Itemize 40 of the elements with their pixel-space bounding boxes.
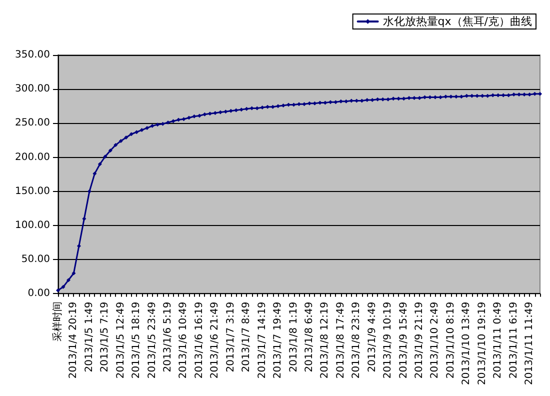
y-tick-label: 200.00 [15,152,50,163]
x-tick-label: 2013/1/5 18:19 [131,302,142,379]
x-tick-label: 2013/1/11 0:49 [492,302,504,379]
x-tick-label: 2013/1/5 23:49 [146,302,158,379]
x-tick-label: 2013/1/6 10:49 [178,302,190,379]
x-tick-label: 2013/1/5 12:49 [115,302,126,379]
x-tick-label: 2013/1/6 21:49 [210,302,221,379]
y-tick-label: 0.00 [28,288,50,300]
y-tick-label: 350.00 [15,50,50,60]
y-tick-label: 150.00 [15,186,50,197]
x-tick-label: 2013/1/7 14:19 [256,302,268,379]
x-tick-label: 2013/1/10 8:19 [445,302,456,379]
legend-label: 水化放热量qx（焦耳/克）曲线 [382,15,532,28]
x-tick-label: 2013/1/8 23:19 [351,302,362,379]
y-tick-label: 300.00 [15,84,50,95]
x-tick-label: 2013/1/5 7:19 [100,302,111,372]
x-tick-label: 2013/1/10 2:49 [430,302,441,379]
y-tick-label: 250.00 [15,118,50,129]
x-tick-label: 2013/1/8 12:19 [320,302,331,379]
x-tick-label: 2013/1/10 13:49 [461,302,472,386]
y-tick-label: 100.00 [15,220,50,232]
x-tick-label: 2013/1/9 4:49 [366,302,378,372]
x-tick-label: 2013/1/11 11:49 [524,302,536,386]
x-tick-label: 2013/1/7 3:19 [225,302,236,372]
x-tick-label: 采样时间 [52,302,64,342]
x-tick-label: 2013/1/8 6:49 [304,302,315,372]
x-tick-label: 2013/1/6 5:19 [162,302,174,372]
x-tick-label: 2013/1/8 1:19 [288,302,300,372]
x-tick-label: 2013/1/5 1:49 [84,302,95,372]
x-tick-label: 2013/1/10 19:19 [476,302,488,386]
x-tick-label: 2013/1/9 15:49 [398,302,410,379]
x-tick-label: 2013/1/6 16:19 [194,302,205,379]
x-tick-label: 2013/1/9 10:19 [382,302,394,379]
x-tick-label: 2013/1/4 20:19 [68,302,80,379]
x-tick-label: 2013/1/7 19:49 [272,302,284,379]
x-tick-label: 2013/1/8 17:49 [335,302,346,379]
y-tick-label: 50.00 [21,254,50,266]
x-tick-label: 2013/1/11 6:19 [508,302,520,379]
x-tick-label: 2013/1/7 8:49 [241,302,252,372]
x-tick-label: 2013/1/9 21:19 [414,302,425,379]
